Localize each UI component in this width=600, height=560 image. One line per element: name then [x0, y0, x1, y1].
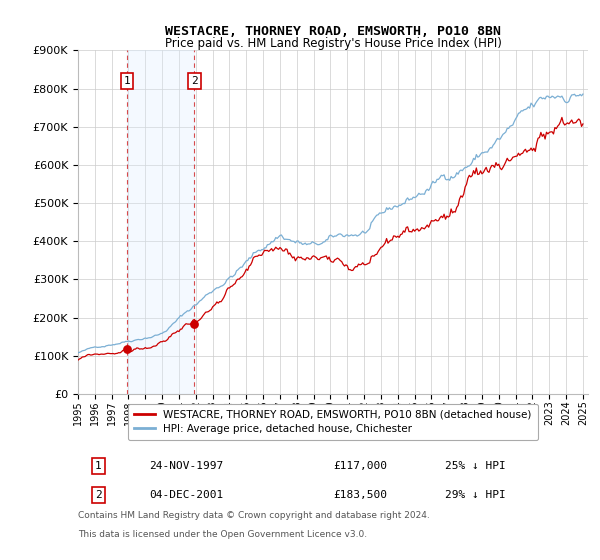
Point — [190, 319, 199, 328]
Text: 2: 2 — [191, 76, 198, 86]
Point — [122, 345, 131, 354]
Legend: WESTACRE, THORNEY ROAD, EMSWORTH, PO10 8BN (detached house), HPI: Average price,: WESTACRE, THORNEY ROAD, EMSWORTH, PO10 8… — [128, 404, 538, 440]
Text: Price paid vs. HM Land Registry's House Price Index (HPI): Price paid vs. HM Land Registry's House … — [164, 37, 502, 50]
Text: This data is licensed under the Open Government Licence v3.0.: This data is licensed under the Open Gov… — [78, 530, 367, 539]
Text: 29% ↓ HPI: 29% ↓ HPI — [445, 490, 506, 500]
Text: 24-NOV-1997: 24-NOV-1997 — [149, 461, 224, 471]
Text: 04-DEC-2001: 04-DEC-2001 — [149, 490, 224, 500]
Text: 25% ↓ HPI: 25% ↓ HPI — [445, 461, 506, 471]
Text: WESTACRE, THORNEY ROAD, EMSWORTH, PO10 8BN: WESTACRE, THORNEY ROAD, EMSWORTH, PO10 8… — [165, 25, 501, 38]
Text: 1: 1 — [124, 76, 130, 86]
Text: 1: 1 — [95, 461, 102, 471]
Text: 2: 2 — [95, 490, 102, 500]
Bar — [127, 50, 194, 394]
Text: £117,000: £117,000 — [333, 461, 387, 471]
Text: £183,500: £183,500 — [333, 490, 387, 500]
Text: Contains HM Land Registry data © Crown copyright and database right 2024.: Contains HM Land Registry data © Crown c… — [78, 511, 430, 520]
